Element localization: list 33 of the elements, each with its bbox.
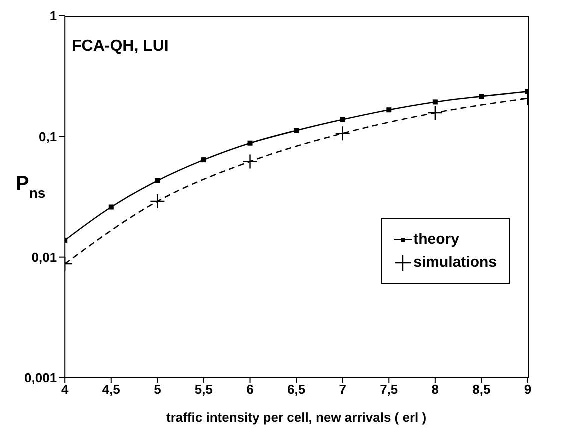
point (294, 128, 300, 134)
y-tick-label: 0,1 (39, 129, 58, 144)
legend-label: theory (414, 231, 460, 248)
legend-label: simulations (414, 254, 497, 271)
point (479, 94, 484, 100)
x-tick-label: 4,5 (102, 382, 120, 398)
x-tick-label: 8 (432, 382, 440, 398)
annotation: FCA-QH, LUI (72, 38, 169, 56)
point (150, 194, 166, 210)
point (428, 105, 444, 121)
y-tick-label: 1 (50, 8, 58, 24)
x-tick-label: 7 (339, 382, 346, 398)
point (155, 178, 160, 184)
point (386, 108, 392, 113)
point (201, 158, 206, 163)
y-axis-title: P$_{ns}$ (16, 173, 46, 201)
x-tick-label: 8,5 (472, 382, 491, 398)
x-tick-label: 5 (154, 382, 162, 398)
x-tick-label: 5,5 (194, 382, 214, 398)
point (108, 204, 114, 210)
x-tick-label: 4 (61, 382, 70, 398)
x-tick-label: 6,5 (288, 382, 306, 398)
x-tick-label: 9 (524, 382, 532, 398)
point (340, 117, 346, 122)
point (242, 154, 258, 170)
x-tick-label: 7,5 (380, 382, 398, 398)
x-axis-title: traffic intensity per cell, new arrivals ( erl ) (166, 410, 427, 425)
y-tick-label: 0,001 (24, 370, 58, 386)
point (248, 140, 253, 146)
y-tick-label: 0,01 (32, 250, 58, 265)
x-tick-label: 6 (246, 382, 254, 398)
point (432, 100, 438, 105)
point (335, 126, 350, 142)
